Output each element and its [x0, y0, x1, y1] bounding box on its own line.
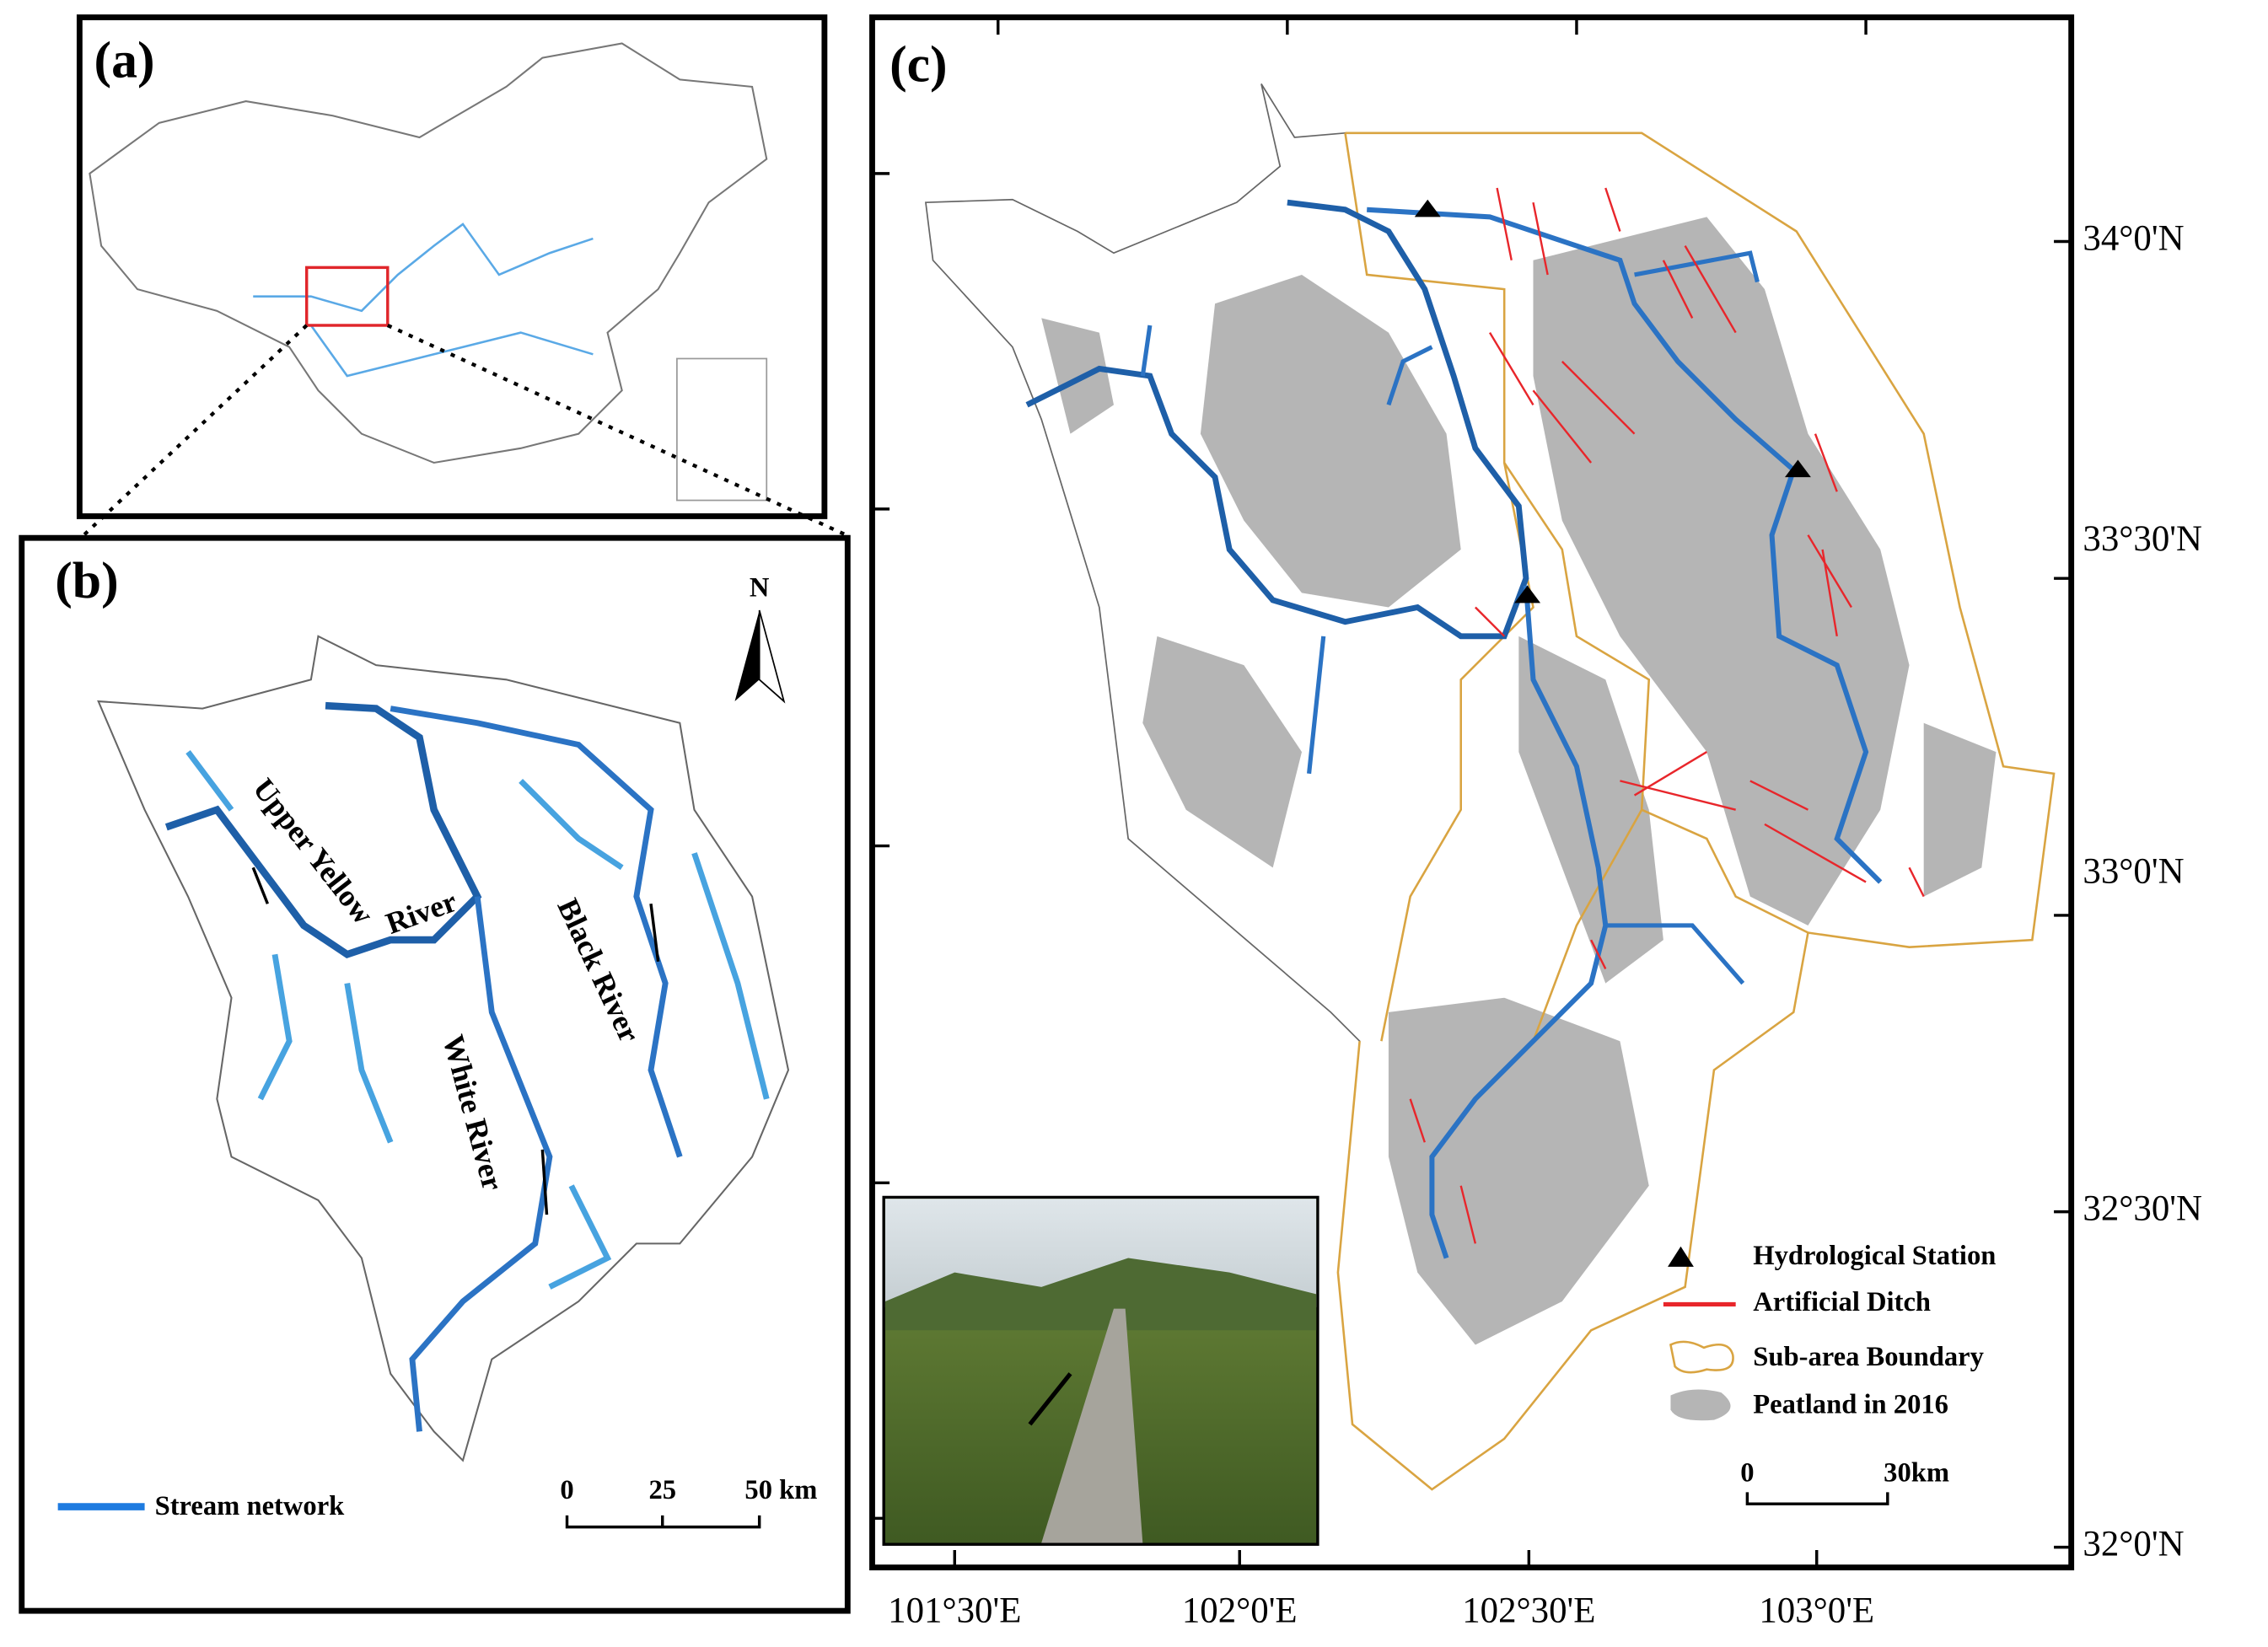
legend-label: Stream network [155, 1491, 346, 1521]
legend-label: Artificial Ditch [1753, 1287, 1931, 1317]
legend-label: Peatland in 2016 [1753, 1390, 1948, 1420]
panel-frame [76, 14, 828, 519]
zoom-line [386, 324, 847, 537]
river-label: Black River [551, 893, 647, 1048]
legend-symbol [1668, 1246, 1694, 1267]
panel-b: Upper Yellow River White River Black Riv… [19, 534, 851, 1614]
legend-symbol [1669, 1340, 1734, 1374]
scale-label: 30km [1884, 1457, 1949, 1488]
lon-label: 102°0'E [1182, 1591, 1298, 1630]
scale-bar [1745, 1492, 1889, 1505]
study-area-box [304, 266, 390, 327]
panel-frame [869, 14, 2075, 1571]
lat-label: 34°0'N [2083, 218, 2184, 258]
basin-outline [97, 635, 790, 1462]
lat-label: 33°30'N [2083, 519, 2202, 559]
scale-bar [565, 1515, 761, 1529]
zoom-line [83, 324, 309, 537]
river-label: River [381, 884, 461, 941]
flow-arrow [251, 866, 269, 904]
north-label: N [750, 572, 770, 603]
white-river [409, 896, 553, 1432]
river-label: White River [436, 1032, 510, 1194]
north-arrow [734, 609, 760, 702]
panel-a: (a) [76, 14, 847, 537]
scale-label: 0 [1740, 1457, 1754, 1488]
china-outline [89, 42, 768, 464]
scale-label: 50 km [744, 1475, 817, 1505]
south-sea-inset [676, 357, 768, 502]
tributaries [1140, 250, 1760, 985]
lon-label: 101°30'E [888, 1591, 1021, 1630]
flow-arrow [540, 1149, 549, 1215]
graticule-ticks [872, 17, 2072, 1568]
sub-area-boundary [1344, 132, 1809, 1042]
river-label: Upper Yellow [246, 772, 380, 931]
upper-yellow-river [1025, 199, 1529, 640]
scale-label: 0 [560, 1475, 573, 1505]
panel-c: Hydrological Station Artificial Ditch Su… [869, 14, 2202, 1630]
peatland [1041, 217, 1997, 1345]
photo-hills [884, 1258, 1317, 1331]
panel-label: (a) [94, 31, 155, 89]
scale-label: 25 [648, 1475, 676, 1505]
photo-inset [882, 1195, 1319, 1546]
panel-frame [19, 534, 851, 1614]
yangtze-river [309, 325, 594, 378]
lon-label: 102°30'E [1462, 1591, 1595, 1630]
photo-ditch [1041, 1308, 1143, 1543]
lon-label: 103°0'E [1759, 1591, 1874, 1630]
yellow-river [253, 223, 594, 313]
legend-label: Sub-area Boundary [1753, 1342, 1984, 1372]
artificial-ditches [1409, 187, 1925, 1244]
north-arrow [758, 609, 786, 704]
tributaries [185, 750, 770, 1290]
panel-label: (c) [889, 36, 948, 94]
legend-symbol [1670, 1389, 1731, 1421]
lat-label: 33°0'N [2083, 852, 2184, 892]
upper-yellow-river [164, 701, 482, 958]
lat-label: 32°30'N [2083, 1188, 2202, 1228]
white-river [1429, 585, 1609, 1259]
black-river [390, 705, 683, 1158]
legend-label: Hydrological Station [1753, 1241, 1996, 1271]
flow-arrow [649, 903, 660, 963]
photo-arrow [1028, 1372, 1072, 1426]
panel-label: (b) [55, 552, 118, 609]
sub-area-boundary [1336, 131, 2056, 1491]
lat-label: 32°0'N [2083, 1524, 2184, 1564]
